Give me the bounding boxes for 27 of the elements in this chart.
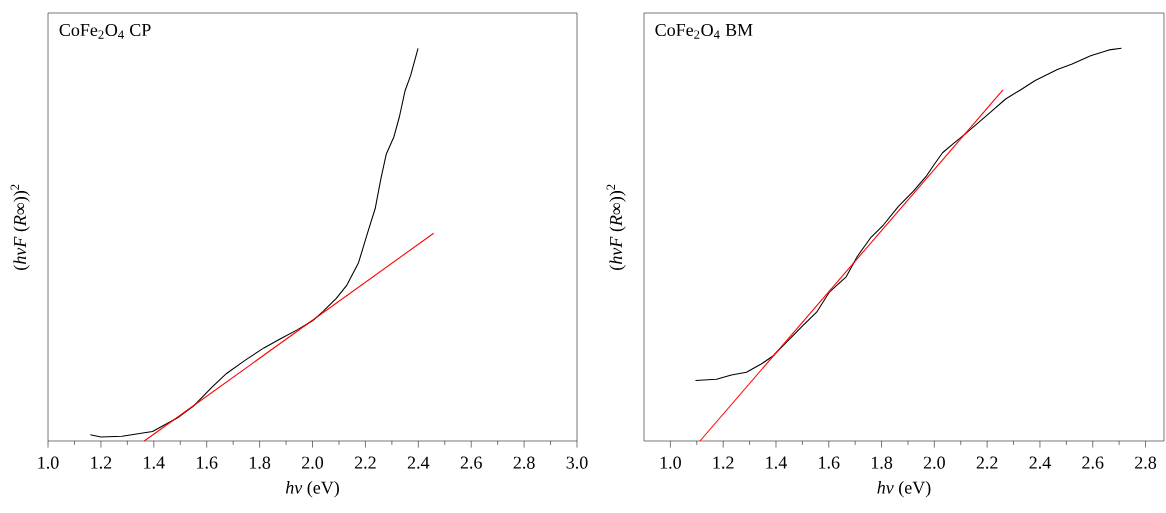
x-tick-label: 2.4	[407, 456, 430, 469]
x-axis-title: hν (eV)	[285, 481, 339, 498]
x-tick-label: 2.6	[460, 456, 482, 469]
x-tick-label: 1.2	[91, 456, 112, 469]
y-axis-title: (hνF (R∞))$^{2}$	[606, 184, 626, 270]
x-tick-label: 1.6	[197, 456, 218, 469]
x-tick-label: 1.4	[144, 456, 165, 469]
x-tick-label: 2.0	[923, 456, 945, 469]
x-tick-label: 1.0	[38, 456, 59, 469]
x-tick-label: 3.0	[566, 456, 588, 469]
x-tick-label: 2.6	[1082, 456, 1104, 469]
x-tick-label: 2.8	[1135, 456, 1157, 469]
y-axis-title: (hνF (R∞))$^{2}$	[10, 184, 30, 270]
x-tick-label: 2.2	[354, 456, 376, 469]
text: CoFe$_{2}$O$_{4}$ CP	[59, 23, 151, 39]
x-tick-label: 1.4	[766, 456, 787, 469]
x-tick-label: 2.8	[513, 456, 535, 469]
x-tick-label: 1.2	[713, 456, 734, 469]
x-axis-title: hν (eV)	[877, 481, 931, 498]
x-tick-label: 2.0	[302, 456, 324, 469]
x-tick-label: 1.6	[819, 456, 840, 469]
x-tick-label: 2.4	[1029, 456, 1051, 469]
x-tick-label: 1.8	[249, 456, 271, 469]
x-tick-label: 1.0	[660, 456, 681, 469]
x-tick-label: 2.2	[976, 456, 998, 469]
text: CoFe$_{2}$O$_{4}$ BM	[655, 23, 753, 39]
x-tick-label: 1.8	[871, 456, 893, 469]
